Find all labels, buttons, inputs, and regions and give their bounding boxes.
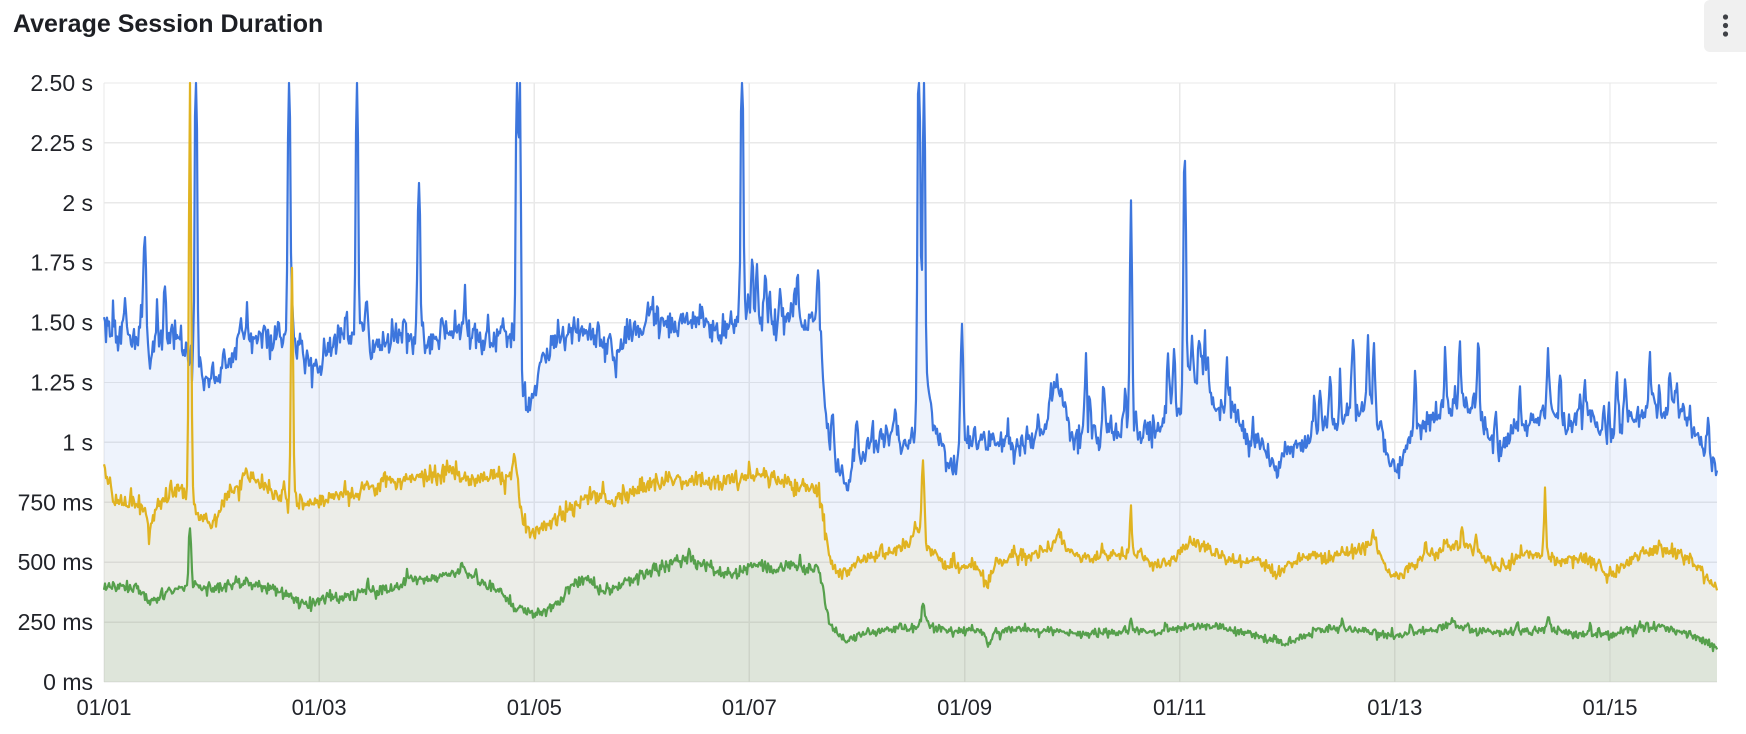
svg-text:2.25 s: 2.25 s: [30, 130, 93, 156]
svg-text:1 s: 1 s: [62, 429, 93, 455]
svg-text:2.50 s: 2.50 s: [30, 70, 93, 96]
svg-text:01/15: 01/15: [1582, 695, 1637, 720]
svg-text:1.75 s: 1.75 s: [30, 250, 93, 276]
svg-text:250 ms: 250 ms: [18, 609, 93, 635]
svg-text:2 s: 2 s: [62, 190, 93, 216]
svg-text:01/09: 01/09: [937, 695, 992, 720]
svg-text:01/11: 01/11: [1153, 695, 1206, 720]
svg-text:Average Session Duration: Average Session Duration: [13, 10, 323, 38]
svg-text:0 ms: 0 ms: [43, 669, 93, 695]
svg-text:750 ms: 750 ms: [18, 489, 93, 515]
svg-text:500 ms: 500 ms: [18, 549, 93, 575]
svg-text:1.25 s: 1.25 s: [30, 370, 93, 396]
svg-text:1.50 s: 1.50 s: [30, 310, 93, 336]
svg-text:01/13: 01/13: [1367, 695, 1422, 720]
svg-text:01/03: 01/03: [292, 695, 347, 720]
svg-text:01/01: 01/01: [76, 695, 131, 720]
svg-text:01/05: 01/05: [507, 695, 562, 720]
svg-text:01/07: 01/07: [722, 695, 777, 720]
